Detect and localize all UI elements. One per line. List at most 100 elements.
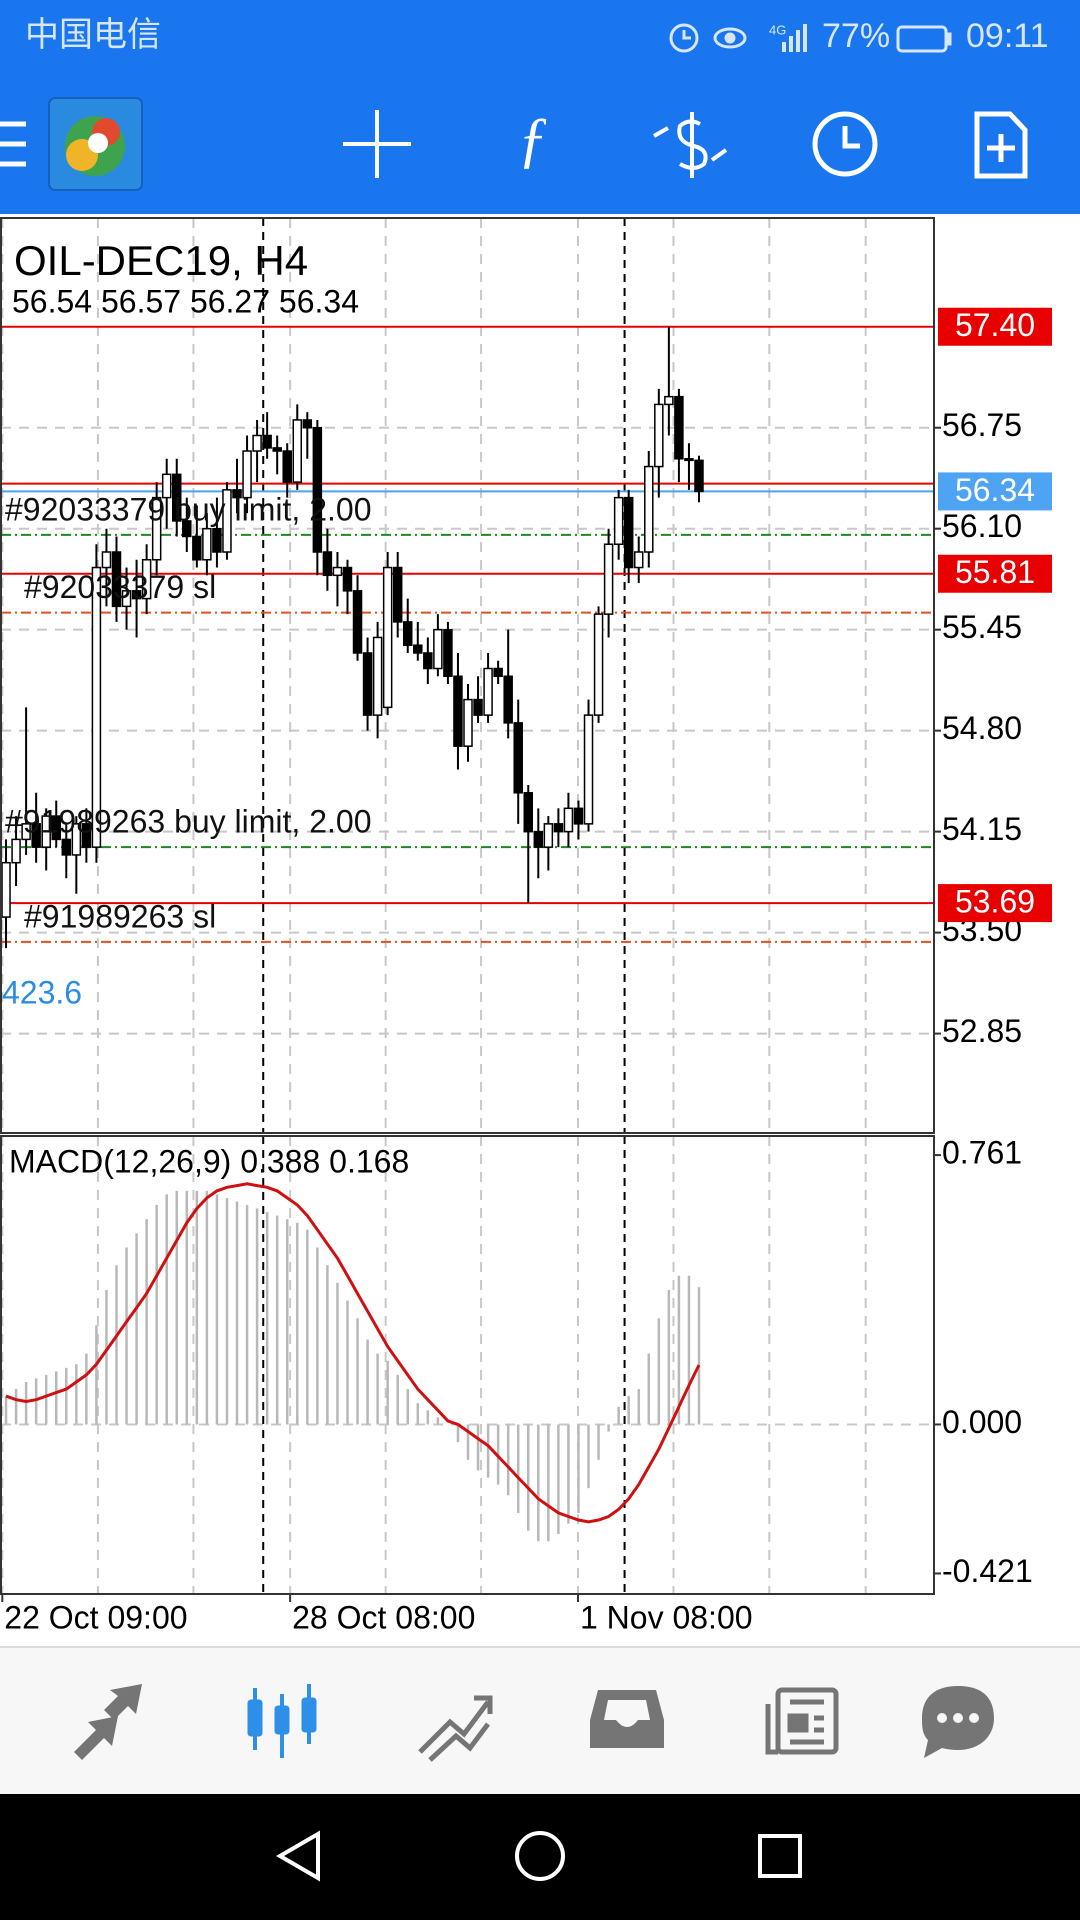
price-tag-label: 55.81 — [955, 554, 1035, 590]
trade-button[interactable] — [653, 112, 728, 178]
x-tick-label: 22 Oct 09:00 — [4, 1599, 187, 1635]
menu-button[interactable] — [0, 121, 26, 167]
macd-tick-label: 0.761 — [942, 1135, 1022, 1171]
candle-body — [623, 496, 634, 569]
candle-body — [262, 434, 272, 449]
candle-body — [111, 551, 122, 608]
candle-body — [51, 815, 61, 841]
indicators-button[interactable]: ƒ — [518, 106, 549, 174]
candle-body — [684, 458, 694, 462]
network: 4G — [769, 22, 786, 37]
price-tag-label: 57.40 — [955, 307, 1035, 343]
candle-body — [352, 590, 363, 654]
candle-body — [413, 644, 423, 654]
candle-body — [543, 823, 554, 848]
candle-body — [282, 450, 292, 483]
news-tab[interactable] — [765, 1687, 839, 1755]
candle-body — [503, 675, 513, 724]
candle-body — [202, 527, 212, 561]
history-tab[interactable] — [590, 1690, 664, 1748]
system-nav — [0, 1794, 1080, 1920]
app-bar — [0, 0, 1080, 214]
carrier: 中国电信 — [25, 16, 161, 54]
y-tick-label: 54.80 — [942, 710, 1022, 746]
order-label: #92033379 sl — [24, 569, 216, 605]
candle-body — [433, 628, 443, 670]
candle-body — [1, 861, 11, 918]
candle-body — [312, 426, 323, 553]
price-tag-label: 56.34 — [955, 472, 1035, 508]
status-icons — [669, 23, 952, 53]
candle-body — [61, 838, 72, 856]
main-panel-frame — [0, 217, 935, 1134]
chart-tab[interactable] — [247, 1684, 317, 1758]
candle-body — [463, 698, 473, 747]
trade-tab[interactable] — [418, 1695, 493, 1762]
order-label: #91989263 buy limit, 2.00 — [5, 804, 371, 840]
candle-body — [71, 823, 82, 856]
candle-body — [372, 636, 383, 716]
x-tick-label: 1 Nov 08:00 — [580, 1599, 753, 1635]
candle-body — [131, 590, 142, 600]
x-tick-label: 28 Oct 08:00 — [292, 1599, 475, 1635]
crosshair-button[interactable] — [343, 110, 411, 178]
price-tag — [938, 472, 1052, 511]
macd-title: MACD(12,26,9) 0.388 0.168 — [9, 1143, 409, 1179]
chat-tab[interactable] — [922, 1686, 994, 1758]
macd-tick-label: 0.000 — [942, 1404, 1022, 1440]
clock: 09:11 — [966, 17, 1049, 55]
y-tick-label: 54.15 — [942, 811, 1022, 847]
candle-body — [654, 403, 664, 468]
candle-body — [402, 621, 413, 646]
candle-body — [21, 823, 31, 841]
candle-body — [473, 698, 483, 716]
macd-panel-frame — [0, 1135, 935, 1595]
candle-body — [694, 459, 704, 493]
candle-body — [423, 652, 433, 670]
home-button[interactable] — [515, 1831, 565, 1881]
price-tag-label: 53.69 — [955, 884, 1035, 920]
candle-body — [382, 566, 393, 709]
candle-body — [644, 465, 654, 553]
candle-body — [232, 489, 242, 499]
bottom-nav — [0, 1647, 1080, 1794]
order-label: #91989263 sl — [24, 898, 216, 934]
candle-body — [161, 473, 172, 499]
candle-body — [523, 792, 534, 833]
annotation: 423.6 — [2, 974, 82, 1010]
candle-body — [443, 628, 453, 678]
candle-body — [182, 520, 192, 538]
candle-body — [633, 551, 644, 569]
y-tick-label: 56.75 — [942, 407, 1022, 443]
signal-line — [5, 1182, 701, 1524]
candle-body — [222, 489, 232, 553]
battery: 77% — [822, 17, 890, 55]
candle-body — [674, 395, 684, 460]
candle-body — [483, 667, 493, 716]
quotes-tab[interactable] — [74, 1684, 142, 1760]
candle-body — [322, 551, 333, 577]
app-logo[interactable] — [48, 97, 143, 191]
candle-body — [292, 419, 303, 483]
recents-button[interactable] — [758, 1834, 802, 1878]
new-order-button[interactable] — [974, 111, 1028, 179]
chart-title: OIL-DEC19, H4 — [14, 237, 308, 284]
period-button[interactable] — [812, 111, 878, 177]
candle-body — [362, 652, 373, 716]
candle-body — [332, 566, 343, 577]
candle-body — [493, 667, 503, 678]
candle-body — [664, 395, 674, 406]
candle-body — [41, 815, 51, 848]
candle-body — [121, 590, 132, 608]
candle-body — [252, 434, 262, 452]
price-tag — [938, 307, 1052, 346]
ohlc-label: 56.54 56.57 56.27 56.34 — [12, 283, 359, 319]
back-button[interactable] — [276, 1830, 320, 1882]
text-layer: OIL-DEC19, H4 56.54 56.57 56.27 56.34 42… — [2, 237, 1052, 1635]
candle-body — [533, 830, 544, 848]
candle-body — [212, 527, 222, 553]
mark-layer — [1, 326, 704, 1542]
candle-body — [151, 496, 162, 561]
candle-body — [302, 419, 313, 429]
